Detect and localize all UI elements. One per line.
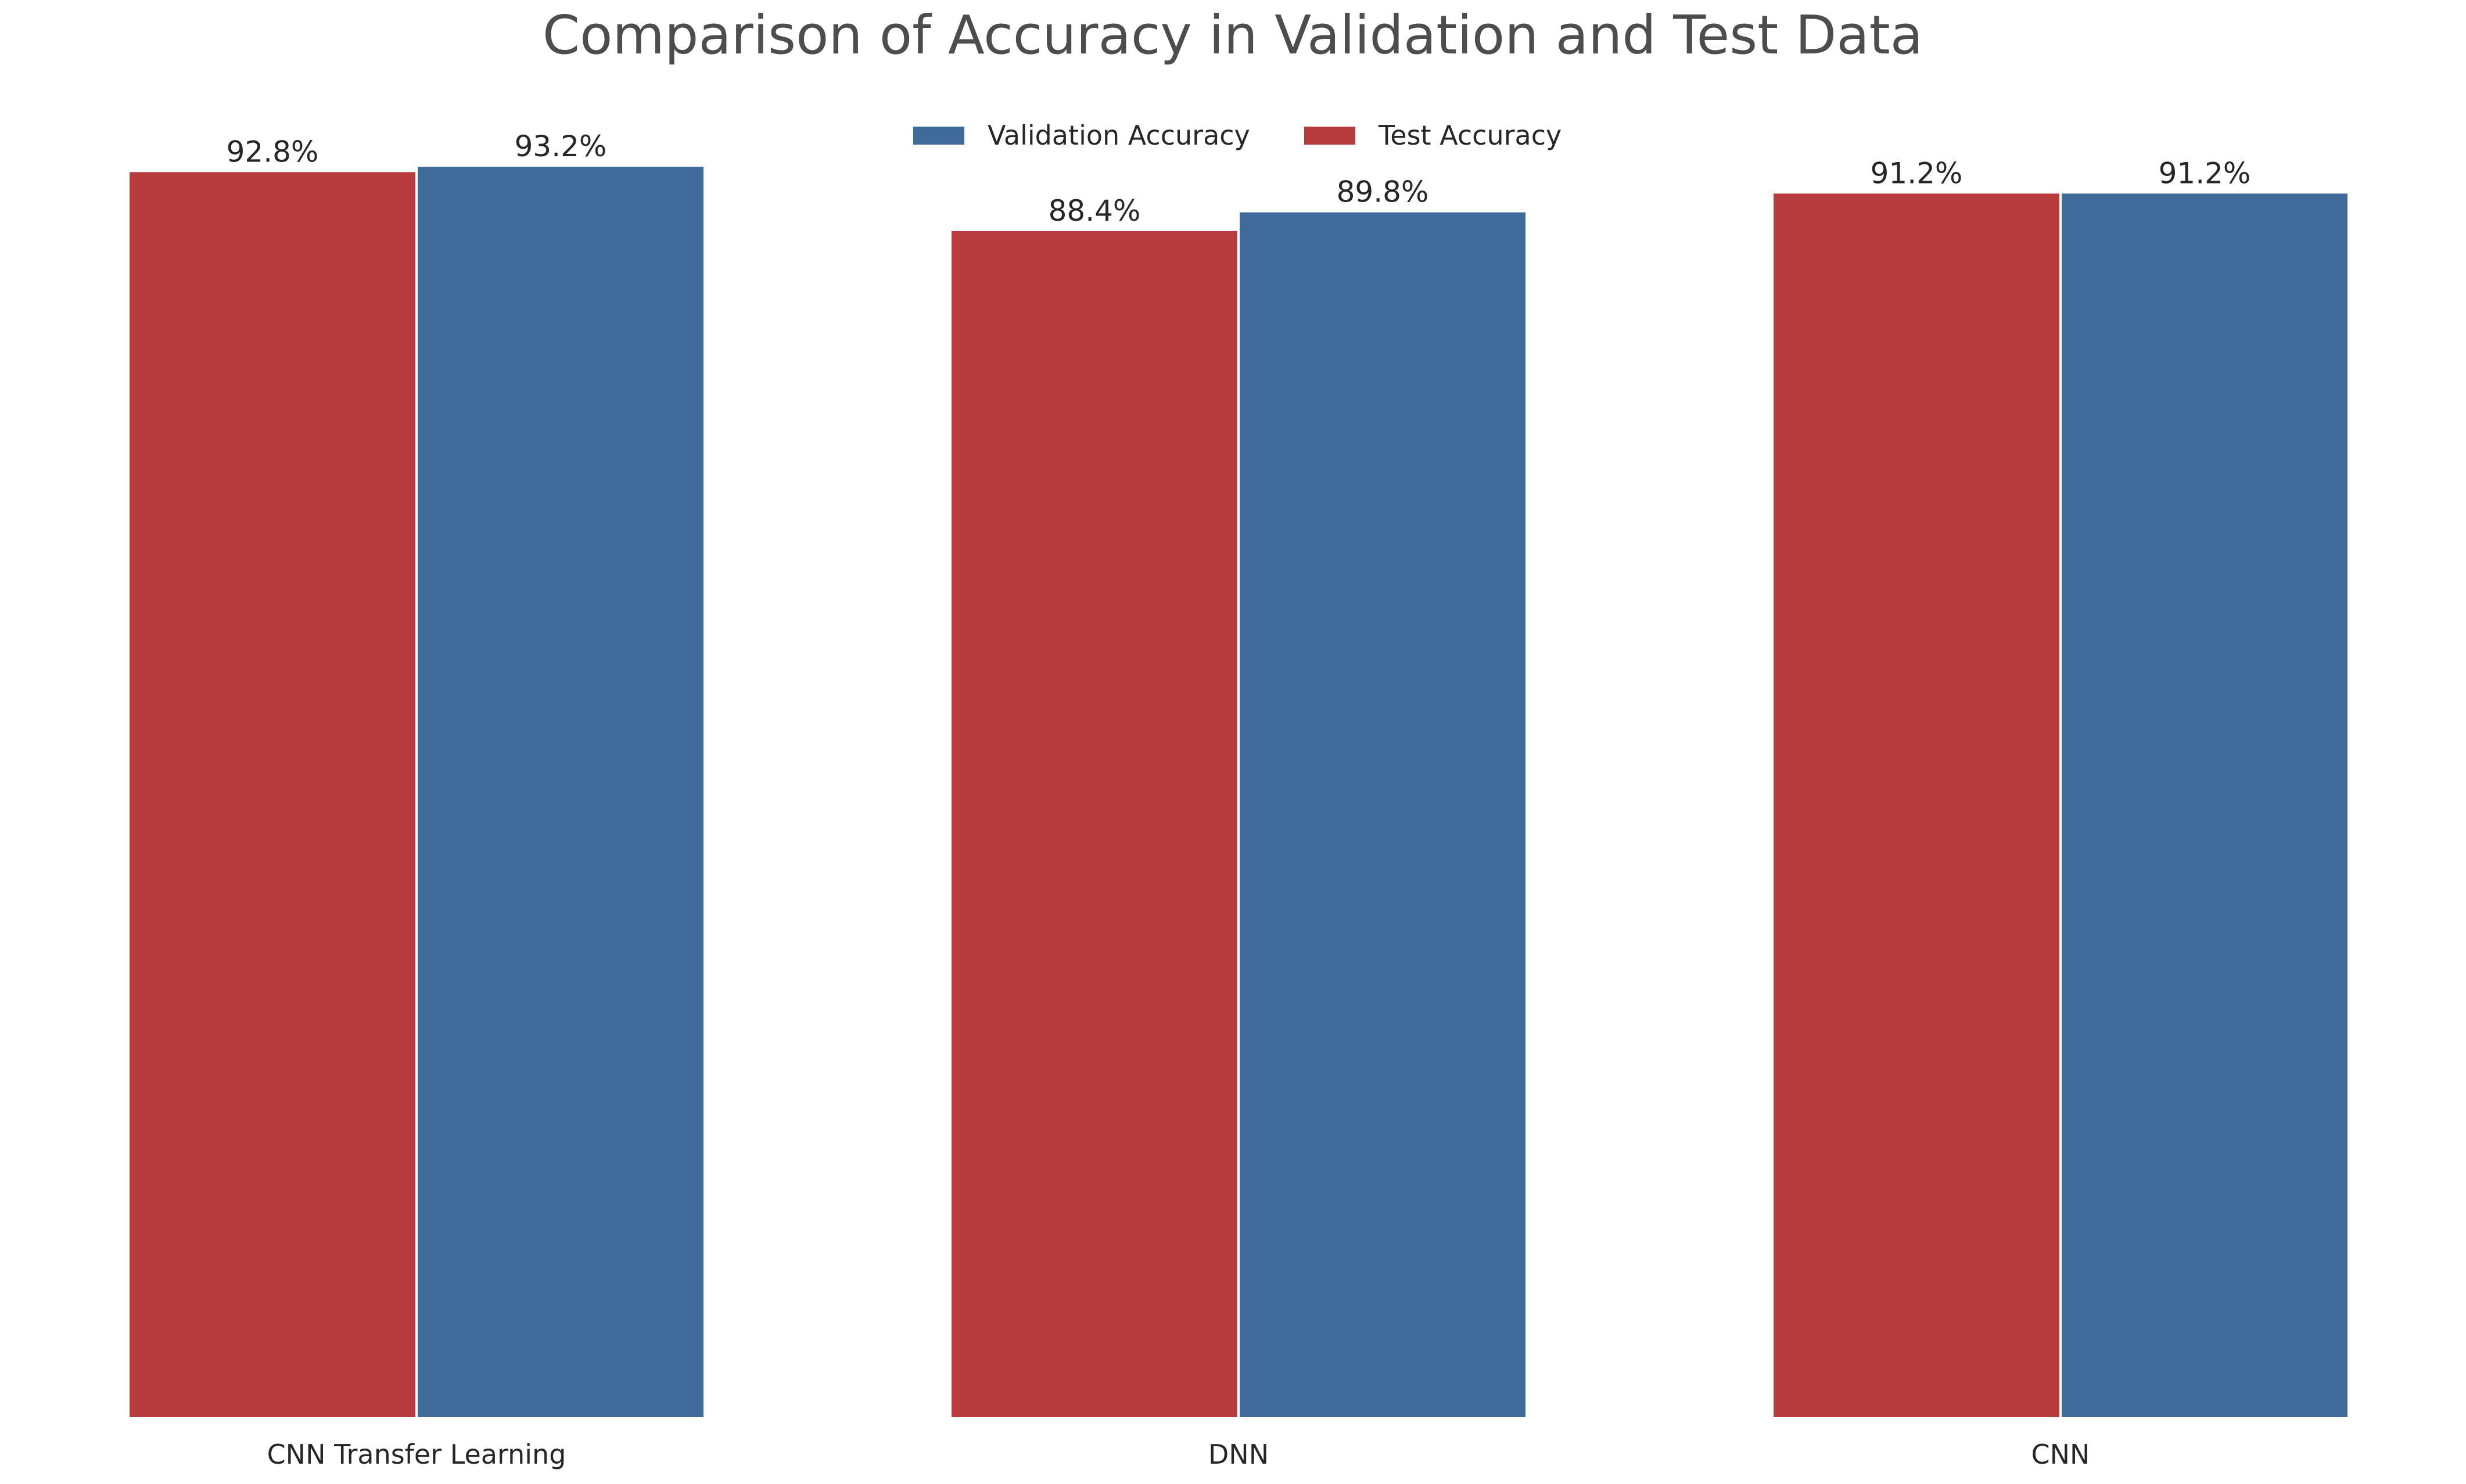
bar-test-accuracy-dnn: [952, 231, 1237, 1418]
bars-group: [130, 167, 2347, 1418]
bar-validation-accuracy-dnn: [1240, 212, 1525, 1417]
value-label-validation-accuracy-cnn-transfer-learning: 93.2%: [515, 130, 607, 163]
x-axis-tick-labels: CNN Transfer Learning DNN CNN: [267, 1439, 2090, 1470]
chart-title: Comparison of Accuracy in Validation and…: [543, 4, 1923, 66]
value-label-test-accuracy-dnn: 88.4%: [1049, 194, 1141, 228]
bar-test-accuracy-cnn-transfer-learning: [130, 172, 415, 1417]
bar-validation-accuracy-cnn-transfer-learning: [418, 167, 703, 1417]
value-labels-group: 92.8% 93.2% 88.4% 89.8% 91.2% 91.2%: [227, 130, 2251, 228]
x-tick-label-cnn-transfer-learning: CNN Transfer Learning: [267, 1439, 566, 1470]
legend-swatch-test-accuracy: [1304, 127, 1355, 145]
legend: Validation Accuracy Test Accuracy: [913, 120, 1562, 151]
legend-swatch-validation-accuracy: [913, 127, 964, 145]
legend-label-test-accuracy: Test Accuracy: [1378, 120, 1562, 151]
legend-label-validation-accuracy: Validation Accuracy: [988, 120, 1250, 151]
bar-validation-accuracy-cnn: [2062, 193, 2347, 1417]
bar-test-accuracy-cnn: [1774, 193, 2059, 1417]
value-label-validation-accuracy-cnn: 91.2%: [2159, 156, 2251, 190]
x-tick-label-dnn: DNN: [1208, 1439, 1269, 1470]
x-tick-label-cnn: CNN: [2031, 1439, 2090, 1470]
value-label-test-accuracy-cnn: 91.2%: [1871, 156, 1963, 190]
value-label-validation-accuracy-dnn: 89.8%: [1337, 175, 1429, 209]
value-label-test-accuracy-cnn-transfer-learning: 92.8%: [227, 135, 319, 168]
